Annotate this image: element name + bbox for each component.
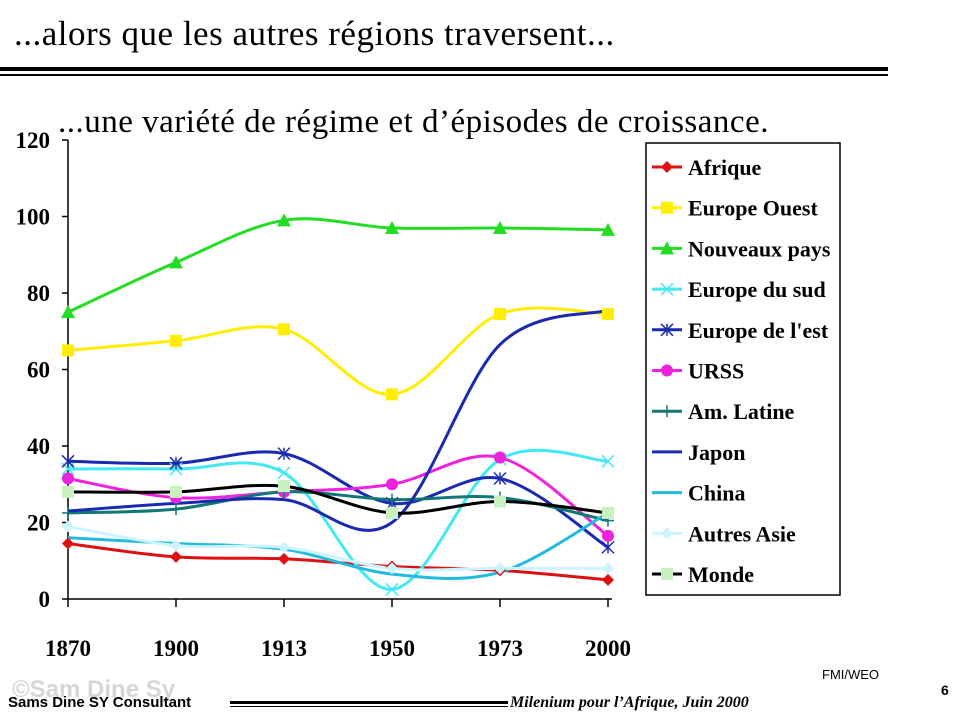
legend-swatch-marker-0 <box>661 161 673 173</box>
series-line-6 <box>67 490 609 523</box>
title-rule-thick <box>0 67 888 71</box>
series-9-point-1 <box>170 539 182 552</box>
series-9-point-0 <box>62 520 74 533</box>
series-line-5 <box>67 454 609 538</box>
series-5-point-5 <box>602 529 614 542</box>
legend-swatch-marker-4 <box>660 323 674 337</box>
series-2-point-5 <box>601 222 615 236</box>
series-3-point-2 <box>277 466 291 480</box>
series-1-point-0 <box>62 344 74 357</box>
legend-label-8: China <box>688 481 745 506</box>
y-tick-label: 120 <box>16 128 51 153</box>
series-4-point-1 <box>169 456 183 470</box>
x-tick-label: 1870 <box>45 636 91 661</box>
series-9-point-5 <box>602 562 614 575</box>
series-4-point-4 <box>493 471 507 486</box>
series-3-point-3 <box>385 582 399 596</box>
series-6-point-1 <box>170 503 182 516</box>
legend-label-6: Am. Latine <box>688 399 795 424</box>
series-2-point-0 <box>61 305 75 319</box>
series-10-point-4 <box>494 495 506 508</box>
legend-label-1: Europe Ouest <box>688 196 818 221</box>
series-2-point-4 <box>493 220 507 234</box>
y-tick-label: 0 <box>39 587 51 612</box>
footer-rule-thin <box>230 706 508 707</box>
legend-label-2: Nouveaux pays <box>688 236 831 261</box>
legend-swatch-marker-5 <box>661 364 673 377</box>
series-5-point-4 <box>494 451 506 464</box>
series-line-9 <box>67 524 608 572</box>
legend-swatch-marker-2 <box>660 241 674 255</box>
legend-label-10: Monde <box>688 562 754 587</box>
series-5-point-0 <box>62 472 74 485</box>
legend-label-7: Japon <box>688 440 745 465</box>
legend-swatch-marker-6 <box>661 405 673 418</box>
series-line-1 <box>67 306 609 396</box>
series-4-point-0 <box>61 454 75 468</box>
series-6-point-0 <box>62 506 74 519</box>
footer-author: Sams Dine SY Consultant <box>8 694 192 711</box>
watermark-logo: ©Sam Dine Sy <box>12 676 176 703</box>
series-line-10 <box>67 483 609 515</box>
series-4-point-5 <box>601 540 615 554</box>
y-tick-label: 80 <box>27 281 50 306</box>
series-10-point-2 <box>278 480 290 493</box>
y-tick-label: 60 <box>27 358 50 383</box>
series-2-point-1 <box>169 255 183 269</box>
source-note: FMI/WEO <box>822 667 880 682</box>
series-1-point-4 <box>494 308 506 321</box>
footer-rule-thick <box>230 701 508 704</box>
y-tick-label: 20 <box>27 511 50 536</box>
series-2-point-3 <box>385 220 399 234</box>
x-tick-label: 1900 <box>153 636 199 661</box>
series-10-point-3 <box>386 506 398 519</box>
series-10-point-0 <box>62 485 74 498</box>
legend-label-5: URSS <box>688 359 744 384</box>
series-9-point-3 <box>386 562 398 575</box>
title-rule-thin <box>0 74 888 76</box>
series-1-point-2 <box>278 323 290 336</box>
footer-event: Milenium pour l’Afrique, Juin 2000 <box>510 694 749 711</box>
y-tick-label: 100 <box>16 205 51 230</box>
series-10-point-1 <box>170 485 182 498</box>
page-number: 6 <box>941 682 949 698</box>
x-tick-label: 1950 <box>369 636 415 661</box>
series-0-point-5 <box>602 573 614 586</box>
legend-label-0: Afrique <box>688 155 762 180</box>
series-0-point-1 <box>170 550 182 563</box>
legend-swatch-marker-1 <box>661 201 673 214</box>
series-6-point-3 <box>386 493 398 506</box>
legend-swatch-marker-9 <box>661 527 673 540</box>
legend-swatch-marker-3 <box>660 282 674 296</box>
series-9-point-4 <box>494 562 506 575</box>
slide-title: ...alors que les autres régions traverse… <box>14 14 615 53</box>
legend-label-9: Autres Asie <box>688 521 796 546</box>
series-1-point-5 <box>602 308 614 321</box>
legend-label-4: Europe de l'est <box>688 318 829 343</box>
slide-subtitle: ...une variété de régime et d’épisodes d… <box>58 104 769 140</box>
legend-swatch-marker-10 <box>661 568 673 580</box>
series-5-point-3 <box>386 478 398 491</box>
series-0-point-0 <box>62 537 74 550</box>
series-4-point-2 <box>277 447 291 461</box>
legend-label-3: Europe du sud <box>688 277 826 302</box>
series-1-point-3 <box>386 388 398 401</box>
y-tick-label: 40 <box>27 434 50 459</box>
x-tick-label: 1973 <box>477 636 523 661</box>
x-tick-label: 2000 <box>585 636 631 661</box>
series-0-point-2 <box>278 552 290 565</box>
series-2-point-2 <box>277 213 291 227</box>
series-10-point-5 <box>602 506 614 519</box>
series-3-point-5 <box>601 454 615 468</box>
x-tick-label: 1913 <box>261 636 307 661</box>
series-9-point-2 <box>278 541 290 554</box>
series-line-7 <box>67 308 609 532</box>
series-line-2 <box>67 217 609 314</box>
series-1-point-1 <box>170 334 182 347</box>
series-line-4 <box>67 450 609 549</box>
